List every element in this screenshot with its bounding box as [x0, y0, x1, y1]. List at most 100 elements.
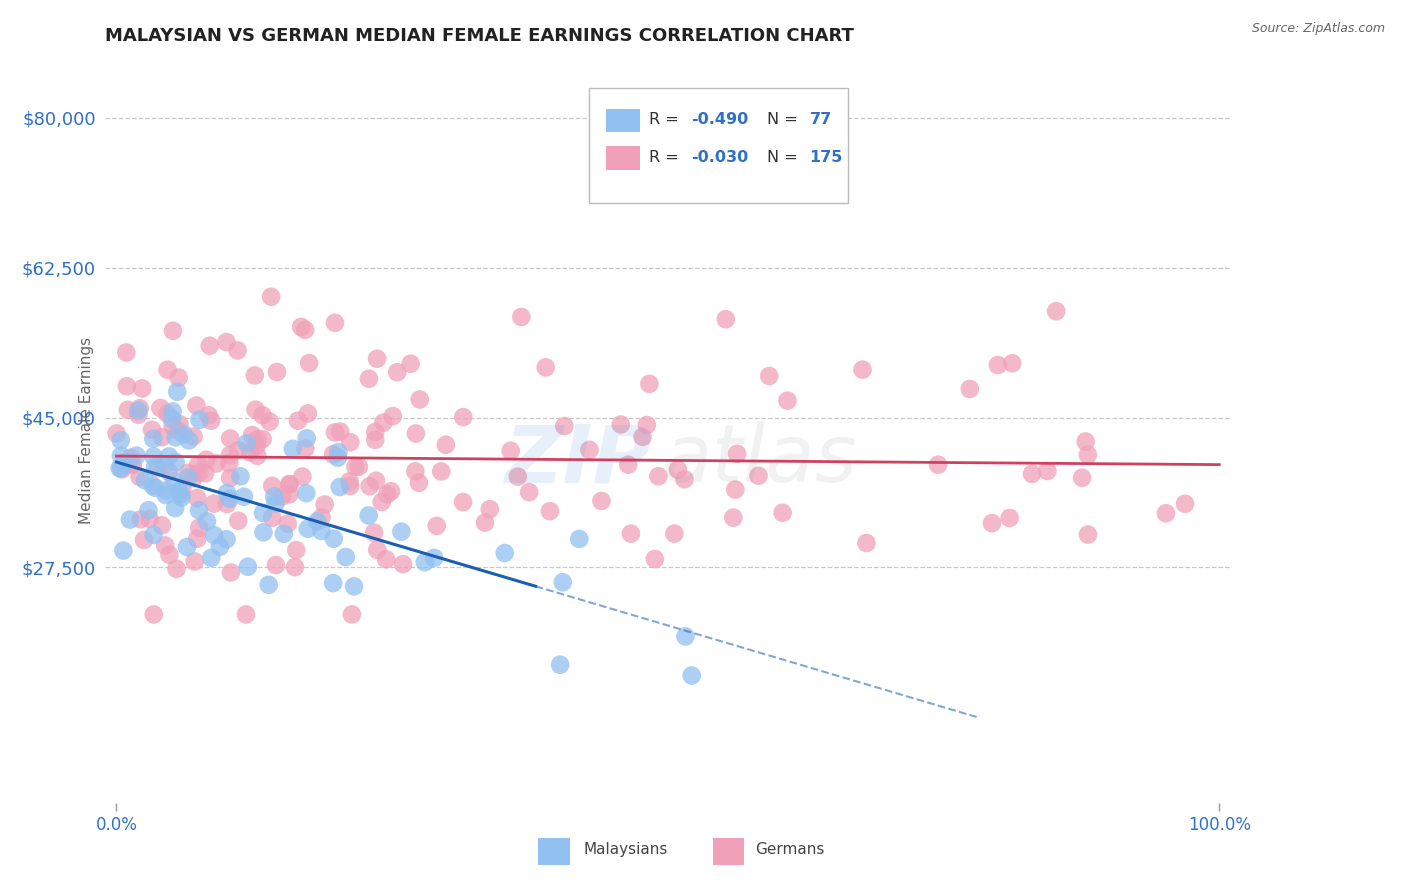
Point — [127, 408, 149, 422]
Point — [156, 407, 179, 421]
Text: N =: N = — [766, 112, 803, 128]
Point — [329, 425, 352, 439]
Point — [370, 495, 392, 509]
Point — [200, 550, 222, 565]
Point — [364, 425, 387, 439]
Point — [295, 431, 318, 445]
Text: Malaysians: Malaysians — [583, 842, 668, 857]
Point — [218, 448, 240, 462]
Point — [340, 607, 363, 622]
Point — [162, 324, 184, 338]
Point — [157, 465, 180, 479]
Point — [226, 514, 249, 528]
Y-axis label: Median Female Earnings: Median Female Earnings — [79, 337, 94, 524]
Point — [1077, 527, 1099, 541]
Point — [278, 477, 301, 491]
Point — [218, 491, 240, 506]
Point — [188, 413, 211, 427]
Point — [1001, 356, 1024, 370]
Text: N =: N = — [766, 150, 803, 164]
Point — [285, 543, 308, 558]
Point — [177, 434, 200, 448]
Point — [143, 459, 166, 474]
Point — [631, 430, 654, 444]
Point — [1174, 497, 1197, 511]
Point — [263, 490, 285, 504]
Point — [236, 559, 259, 574]
Point — [128, 470, 150, 484]
Point — [167, 484, 190, 499]
FancyBboxPatch shape — [606, 109, 640, 132]
Point — [246, 449, 269, 463]
Point — [548, 657, 571, 672]
Point — [499, 443, 522, 458]
Point — [115, 379, 138, 393]
Point — [264, 496, 287, 510]
Point — [252, 506, 274, 520]
Point — [240, 428, 263, 442]
Point — [328, 445, 350, 459]
Point — [257, 578, 280, 592]
Point — [1071, 471, 1094, 485]
Point — [278, 487, 301, 501]
Point — [142, 479, 165, 493]
Point — [125, 449, 148, 463]
Point — [271, 490, 294, 504]
Point — [647, 469, 669, 483]
Point — [153, 539, 176, 553]
Text: -0.030: -0.030 — [692, 150, 749, 164]
Text: Source: ZipAtlas.com: Source: ZipAtlas.com — [1251, 22, 1385, 36]
Point — [998, 511, 1021, 525]
Point — [215, 532, 238, 546]
Point — [380, 484, 402, 499]
Point — [117, 402, 139, 417]
Point — [278, 477, 301, 491]
Point — [1074, 434, 1097, 449]
Point — [194, 467, 217, 481]
Point — [202, 497, 225, 511]
Point — [494, 546, 516, 560]
Point — [1036, 464, 1059, 478]
Point — [329, 480, 352, 494]
Point — [141, 423, 163, 437]
Point — [229, 469, 252, 483]
Point — [197, 409, 219, 423]
Point — [131, 381, 153, 395]
Point — [215, 334, 238, 349]
Point — [638, 376, 661, 391]
Point — [150, 430, 173, 444]
Point — [375, 552, 398, 566]
Point — [163, 474, 186, 488]
Point — [578, 442, 600, 457]
Point — [149, 401, 172, 415]
Text: -0.490: -0.490 — [692, 112, 749, 128]
Point — [553, 419, 575, 434]
Point — [246, 439, 269, 453]
Point — [108, 461, 131, 475]
Point — [434, 438, 457, 452]
Point — [243, 368, 266, 383]
Point — [381, 409, 404, 423]
Point — [981, 516, 1004, 530]
Point — [219, 471, 242, 485]
Point — [314, 498, 336, 512]
Point — [451, 410, 474, 425]
Point — [298, 356, 321, 370]
Point — [357, 508, 380, 523]
Point — [281, 442, 304, 456]
Point — [157, 450, 180, 464]
Point — [1154, 506, 1177, 520]
Point — [474, 516, 496, 530]
Point — [591, 494, 613, 508]
Point — [262, 510, 284, 524]
Point — [208, 540, 231, 554]
Point — [510, 310, 533, 324]
Point — [620, 526, 643, 541]
Point — [723, 510, 745, 524]
Point — [239, 445, 262, 459]
Point — [855, 536, 877, 550]
Point — [112, 456, 135, 470]
Point — [165, 455, 187, 469]
Point — [252, 432, 274, 446]
Point — [118, 513, 141, 527]
